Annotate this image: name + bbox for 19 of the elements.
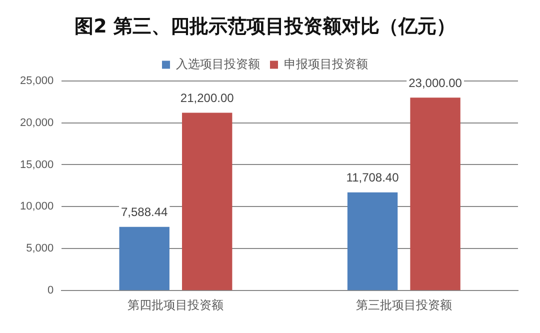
chart-title: 图2 第三、四批示范项目投资额对比（亿元） [74, 15, 456, 38]
bar [347, 192, 398, 290]
x-tick-label: 第四批项目投资额 [128, 298, 224, 312]
x-tick-label: 第三批项目投资额 [356, 298, 452, 312]
legend-label: 申报项目投资额 [284, 56, 368, 71]
data-label: 23,000.00 [408, 76, 462, 90]
bar [119, 226, 170, 290]
data-label: 7,588.44 [121, 205, 168, 220]
data-label: 11,708.40 [346, 170, 400, 185]
bar [410, 98, 460, 290]
y-tick-label: 10,000 [20, 200, 54, 213]
y-tick-label: 20,000 [20, 116, 54, 129]
legend-label: 入选项目投资额 [176, 56, 260, 71]
y-tick-label: 0 [48, 284, 54, 297]
bar [182, 112, 232, 290]
data-label: 21,200.00 [180, 91, 234, 105]
y-tick-label: 5,000 [26, 242, 54, 255]
y-tick-label: 15,000 [20, 158, 54, 171]
y-tick-label: 25,000 [20, 74, 54, 87]
